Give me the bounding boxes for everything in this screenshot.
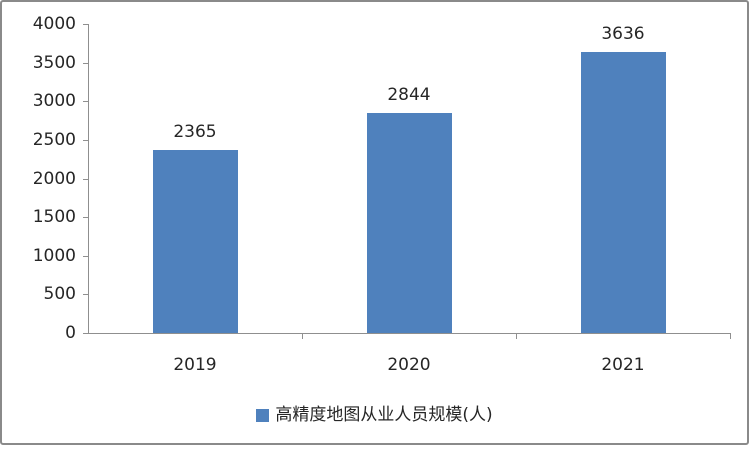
y-axis-label: 1500 bbox=[32, 207, 76, 227]
legend: 高精度地图从业人员规模(人) bbox=[2, 404, 747, 426]
y-axis-tick bbox=[83, 140, 88, 141]
y-axis-label: 1000 bbox=[32, 246, 76, 266]
y-axis-tick bbox=[83, 179, 88, 180]
y-axis-label: 3500 bbox=[32, 53, 76, 73]
y-axis-label: 0 bbox=[65, 323, 76, 343]
y-axis-label: 4000 bbox=[32, 14, 76, 34]
bar-2020 bbox=[367, 113, 452, 333]
data-label: 2365 bbox=[173, 122, 217, 142]
x-axis-tick bbox=[302, 333, 303, 339]
x-axis-tick bbox=[516, 333, 517, 339]
category-label: 2019 bbox=[173, 355, 217, 375]
y-axis-tick bbox=[83, 24, 88, 25]
legend-marker-square bbox=[256, 408, 270, 422]
y-axis-tick bbox=[83, 101, 88, 102]
x-axis-tick bbox=[730, 333, 731, 339]
bar-2019 bbox=[153, 150, 238, 333]
y-axis-label: 3000 bbox=[32, 91, 76, 111]
category-label: 2021 bbox=[601, 355, 645, 375]
x-axis-line bbox=[88, 333, 731, 334]
y-axis-line bbox=[88, 24, 89, 334]
data-label: 2844 bbox=[387, 85, 431, 105]
data-label: 3636 bbox=[601, 24, 645, 44]
y-axis-tick bbox=[83, 256, 88, 257]
y-axis-label: 500 bbox=[43, 284, 76, 304]
y-axis-label: 2000 bbox=[32, 169, 76, 189]
y-axis-label: 2500 bbox=[32, 130, 76, 150]
y-axis-tick bbox=[83, 63, 88, 64]
y-axis-tick bbox=[83, 294, 88, 295]
y-axis-tick bbox=[83, 217, 88, 218]
bar-2021 bbox=[581, 52, 666, 333]
y-axis-tick bbox=[83, 333, 88, 334]
legend-label: 高精度地图从业人员规模(人) bbox=[275, 405, 493, 425]
category-label: 2020 bbox=[387, 355, 431, 375]
